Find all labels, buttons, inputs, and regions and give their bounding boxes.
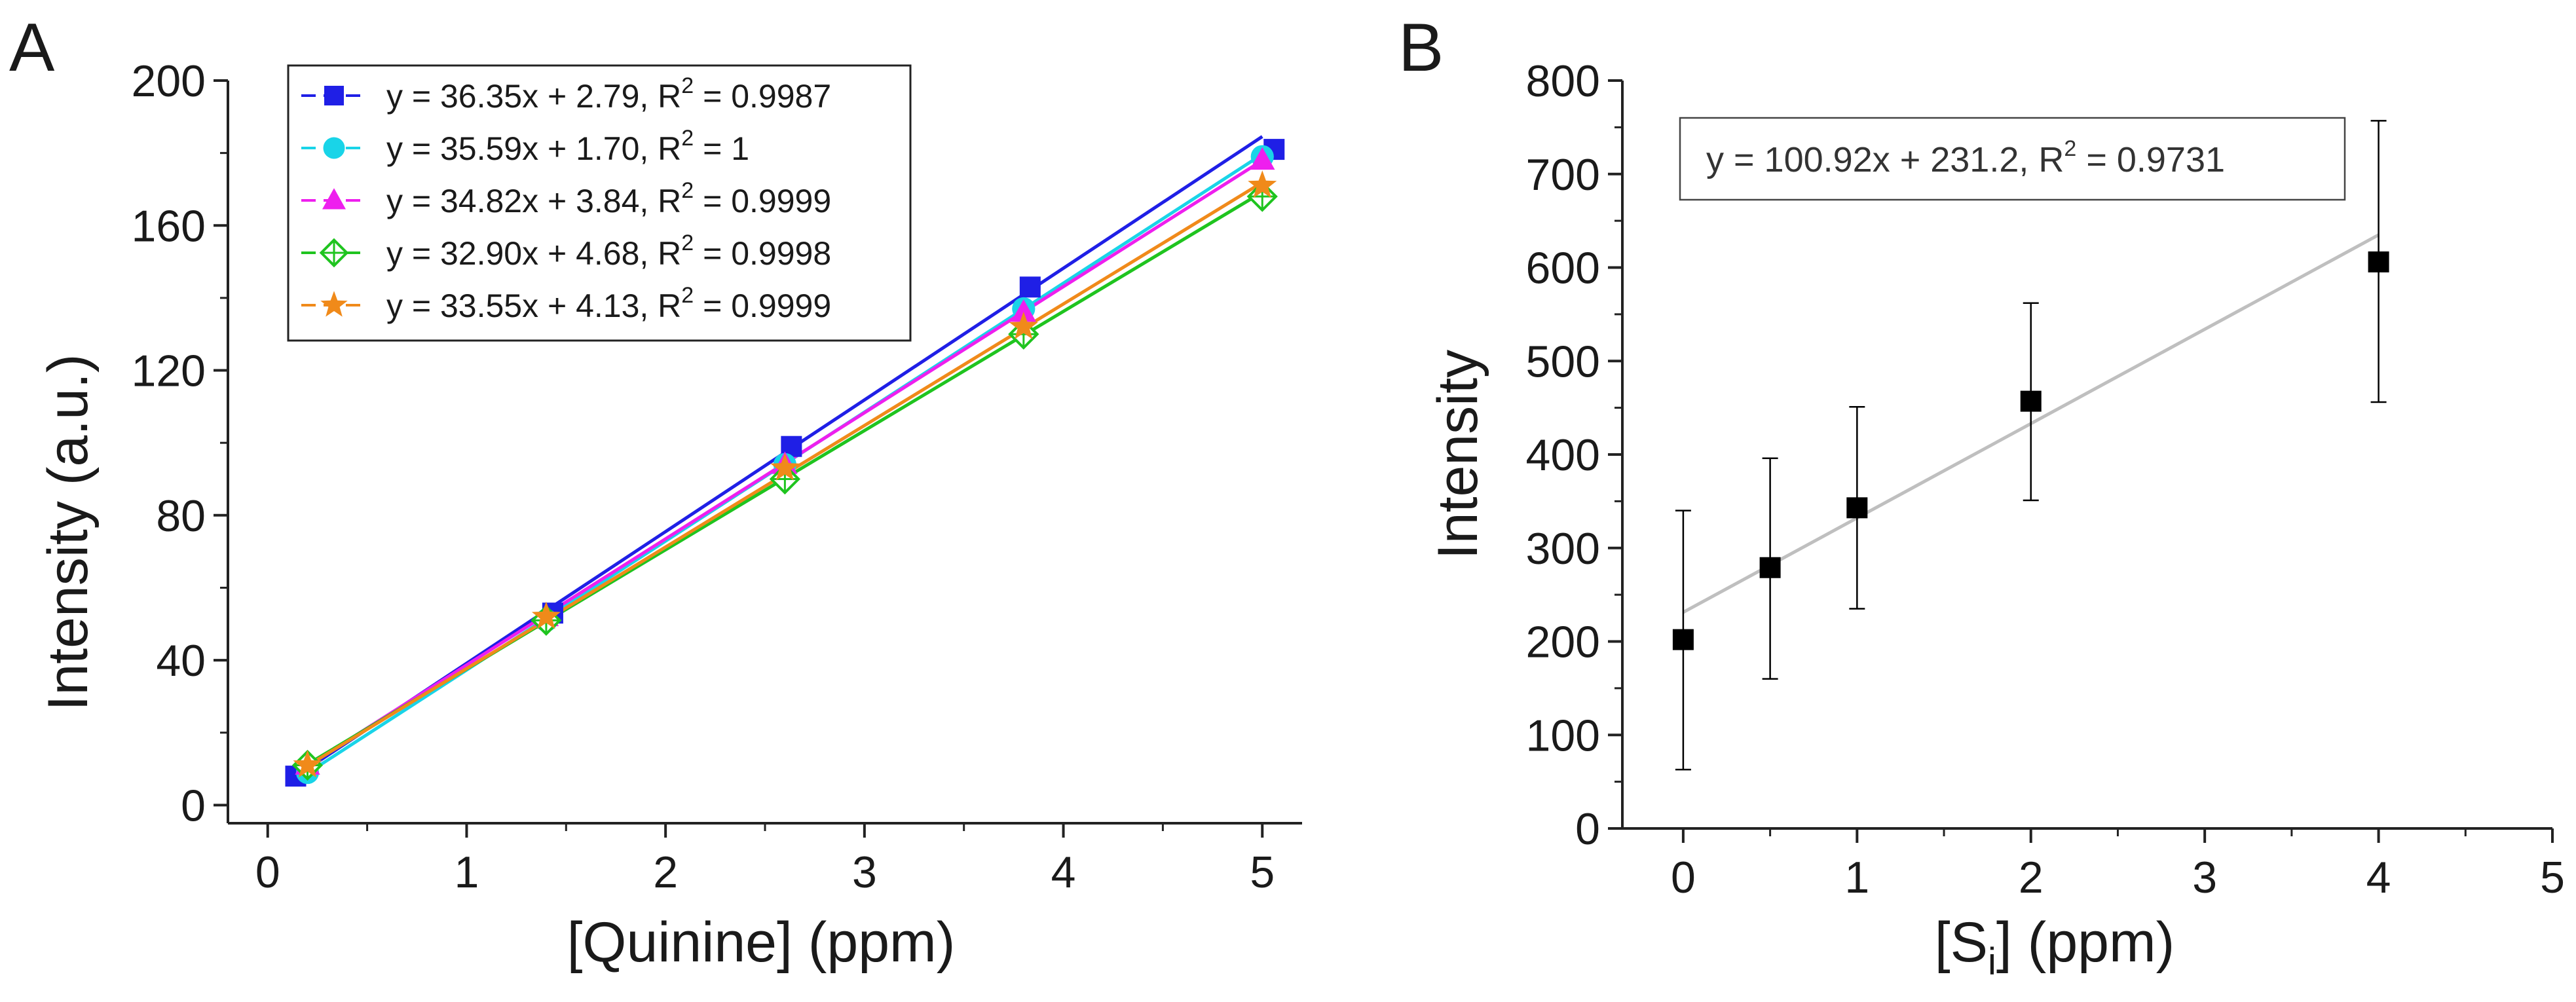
y-axis-label-b: Intensity: [1427, 350, 1489, 559]
y-tick-label-a: 0: [181, 781, 206, 830]
x-tick-label-a: 0: [255, 847, 280, 897]
data-point-a-2: [1250, 147, 1275, 170]
data-point-a-4: [770, 453, 800, 481]
y-tick-label-b: 0: [1575, 804, 1600, 854]
data-point-a-0: [1019, 276, 1041, 298]
data-point-a-4: [531, 601, 561, 629]
legend-marker-a-0: [324, 86, 344, 105]
y-tick-label-a: 200: [132, 56, 206, 106]
panel-b: B 0 1 2 3 4 5 0 100 200 300 400 500 600 700 800 Intens…: [1398, 10, 2565, 983]
y-tick-label-a: 40: [156, 636, 206, 686]
y-tick-label-a: 160: [132, 201, 206, 251]
x-tick-label-a: 4: [1051, 847, 1076, 897]
legend-label-a-3: y = 32.90x + 4.68, R2 = 0.9998: [386, 231, 831, 272]
x-axis-label-b: [Si] (ppm): [1935, 911, 2175, 983]
legend-r2-a-2: = 0.9999: [694, 183, 831, 219]
legend-eq-a-2: y = 34.82x + 3.84, R: [386, 183, 681, 219]
data-point-a-4: [293, 750, 322, 778]
y-tick-label-b: 100: [1526, 711, 1600, 760]
y-tick-label-b: 200: [1526, 618, 1600, 667]
legend-marker-a-2: [322, 188, 346, 210]
axes-b: 0 1 2 3 4 5 0 100 200 300 400 500 600 700 800: [1526, 56, 2565, 902]
data-point-a-4: [1248, 170, 1277, 198]
equation-box-b: y = 100.92x + 231.2, R2 = 0.9731: [1679, 117, 2346, 201]
legend-sup-a-3: 2: [681, 231, 694, 255]
data-point-b: [2020, 390, 2042, 412]
legend-r2-a-0: = 0.9987: [694, 78, 831, 115]
y-tick-label-b: 700: [1526, 150, 1600, 200]
data-point-b: [2368, 251, 2389, 272]
x-tick-label-b: 3: [2192, 853, 2217, 902]
markers-b: [1672, 120, 2389, 771]
x-axis-label-b-left: [S: [1935, 911, 1988, 974]
x-axis-label-b-sub: i: [1988, 940, 1996, 983]
x-axis-label-a: [Quinine] (ppm): [567, 911, 956, 974]
y-tick-label-b: 800: [1526, 56, 1600, 106]
legend-marker-a-4: [320, 291, 348, 317]
legend-sup-a-1: 2: [681, 126, 694, 151]
x-tick-label-b: 5: [2540, 853, 2565, 902]
equation-sup-b: 2: [2064, 136, 2076, 161]
y-tick-label-b: 300: [1526, 524, 1600, 574]
legend-label-a-4: y = 33.55x + 4.13, R2 = 0.9999: [386, 283, 831, 324]
legend-frame-a: [287, 64, 912, 342]
panel-label-a: A: [9, 10, 55, 86]
x-tick-label-b: 1: [1844, 853, 1869, 902]
x-tick-label-a: 5: [1250, 847, 1275, 897]
data-point-b: [1846, 497, 1868, 519]
legend-label-a-2: y = 34.82x + 3.84, R2 = 0.9999: [386, 178, 831, 219]
x-axis-label-b-right: ] (ppm): [1996, 911, 2175, 974]
y-tick-label-b: 400: [1526, 430, 1600, 480]
equation-frame-b: [1679, 117, 2346, 201]
y-tick-label-a: 80: [156, 491, 206, 541]
x-tick-label-b: 0: [1671, 853, 1696, 902]
legend-marker-a-3: [319, 238, 349, 268]
legend-eq-a-1: y = 35.59x + 1.70, R: [386, 130, 681, 167]
data-point-b: [1759, 557, 1781, 578]
y-tick-label-b: 600: [1526, 244, 1600, 293]
x-tick-label-b: 2: [2019, 853, 2044, 902]
legend-eq-a-4: y = 33.55x + 4.13, R: [386, 288, 681, 324]
legend-sup-a-4: 2: [681, 283, 694, 308]
equation-main-b: y = 100.92x + 231.2, R: [1706, 140, 2064, 179]
x-tick-label-a: 2: [653, 847, 678, 897]
panel-label-b: B: [1398, 10, 1444, 86]
legend-r2-a-1: = 1: [694, 130, 749, 167]
legend-label-a-0: y = 36.35x + 2.79, R2 = 0.9987: [386, 73, 831, 115]
legend-r2-a-4: = 0.9999: [694, 288, 831, 324]
legend-sup-a-0: 2: [681, 73, 694, 98]
legend-marker-a-1: [323, 137, 345, 159]
equation-r2-b: = 0.9731: [2076, 140, 2225, 179]
equation-text-b: y = 100.92x + 231.2, R2 = 0.9731: [1706, 136, 2225, 179]
y-tick-label-a: 120: [132, 346, 206, 396]
markers-a: [285, 139, 1285, 787]
data-point-a-2: [1011, 299, 1037, 322]
x-tick-label-b: 4: [2366, 853, 2391, 902]
legend-eq-a-3: y = 32.90x + 4.68, R: [386, 235, 681, 272]
axes-a: 0 1 2 3 4 5 0 40 80 120 160 200: [132, 56, 1302, 897]
y-axis-label-a: Intensity (a.u.): [37, 354, 100, 711]
legend-r2-a-3: = 0.9998: [694, 235, 831, 272]
legend-sup-a-2: 2: [681, 178, 694, 203]
x-tick-label-a: 1: [455, 847, 479, 897]
y-tick-label-b: 500: [1526, 337, 1600, 386]
data-point-b: [1672, 629, 1694, 650]
legend-label-a-1: y = 35.59x + 1.70, R2 = 1: [386, 126, 749, 167]
legend-eq-a-0: y = 36.35x + 2.79, R: [386, 78, 681, 115]
x-tick-label-a: 3: [852, 847, 877, 897]
data-point-a-4: [1009, 312, 1038, 339]
